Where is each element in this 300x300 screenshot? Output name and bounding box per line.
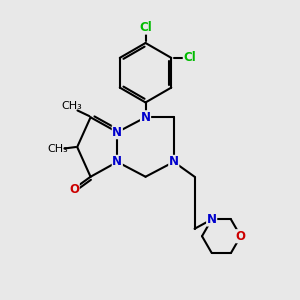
Text: N: N [207, 213, 217, 226]
Text: O: O [69, 183, 79, 196]
Text: CH₃: CH₃ [47, 143, 68, 154]
Text: N: N [112, 155, 122, 168]
Text: O: O [236, 230, 246, 243]
Text: Cl: Cl [139, 21, 152, 34]
Text: CH₃: CH₃ [62, 101, 82, 111]
Text: N: N [140, 111, 151, 124]
Text: N: N [169, 155, 179, 168]
Text: Cl: Cl [183, 51, 196, 64]
Text: N: N [112, 126, 122, 139]
